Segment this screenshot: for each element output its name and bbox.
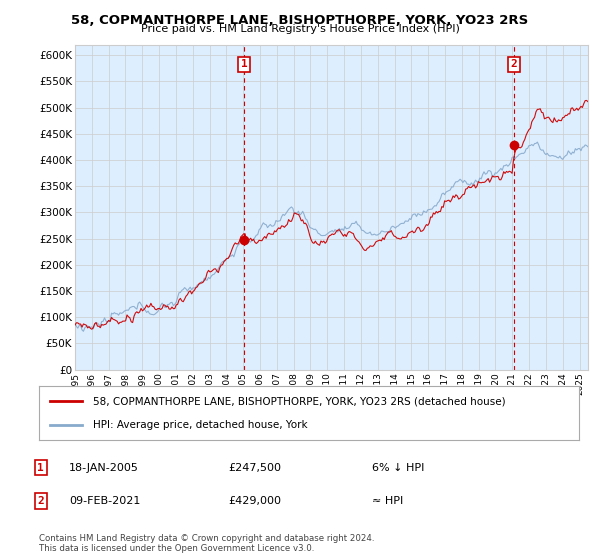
Text: £247,500: £247,500 xyxy=(228,463,281,473)
Text: Contains HM Land Registry data © Crown copyright and database right 2024.
This d: Contains HM Land Registry data © Crown c… xyxy=(39,534,374,553)
Text: 1: 1 xyxy=(37,463,44,473)
Text: 1: 1 xyxy=(241,59,247,69)
Text: 2: 2 xyxy=(511,59,518,69)
Text: 2: 2 xyxy=(37,496,44,506)
Text: £429,000: £429,000 xyxy=(228,496,281,506)
Text: HPI: Average price, detached house, York: HPI: Average price, detached house, York xyxy=(93,419,308,430)
Text: 58, COPMANTHORPE LANE, BISHOPTHORPE, YORK, YO23 2RS (detached house): 58, COPMANTHORPE LANE, BISHOPTHORPE, YOR… xyxy=(93,396,506,407)
Text: 58, COPMANTHORPE LANE, BISHOPTHORPE, YORK, YO23 2RS: 58, COPMANTHORPE LANE, BISHOPTHORPE, YOR… xyxy=(71,14,529,27)
Text: 09-FEB-2021: 09-FEB-2021 xyxy=(69,496,140,506)
Text: 18-JAN-2005: 18-JAN-2005 xyxy=(69,463,139,473)
Text: ≈ HPI: ≈ HPI xyxy=(372,496,403,506)
Text: Price paid vs. HM Land Registry's House Price Index (HPI): Price paid vs. HM Land Registry's House … xyxy=(140,24,460,34)
Text: 6% ↓ HPI: 6% ↓ HPI xyxy=(372,463,424,473)
